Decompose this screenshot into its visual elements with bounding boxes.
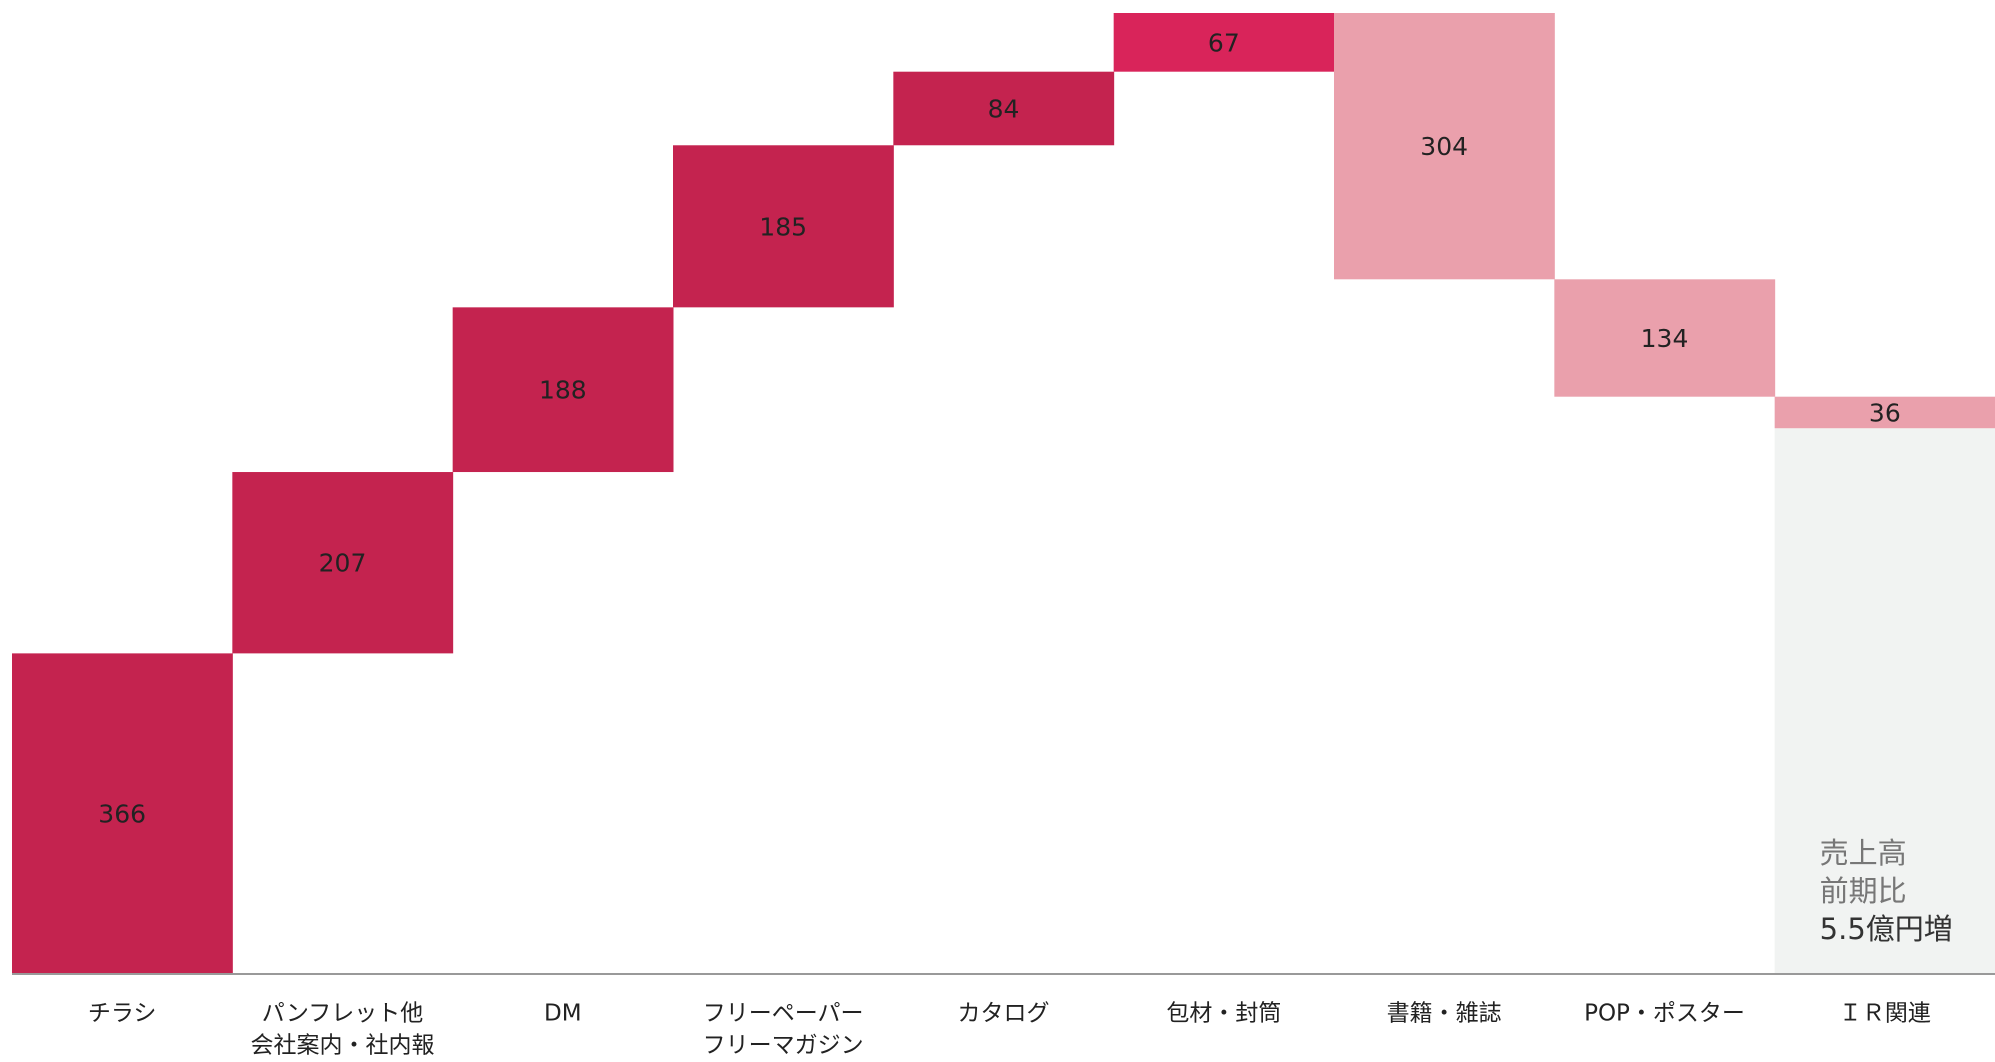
- value-label: 84: [988, 94, 1020, 123]
- bar: [1334, 13, 1555, 280]
- value-label: 134: [1641, 324, 1689, 353]
- bar: [452, 307, 674, 473]
- value-label: 304: [1420, 132, 1468, 161]
- bar: [1554, 279, 1776, 397]
- x-tick-label: チラシ: [88, 1001, 157, 1027]
- annotation: 売上高: [1820, 836, 1907, 870]
- value-label: 188: [539, 376, 587, 405]
- bar: [1774, 396, 1995, 429]
- bar: [673, 145, 894, 308]
- x-tick-label: POP・ポスター: [1584, 1001, 1745, 1027]
- annotation: 前期比: [1820, 874, 1907, 908]
- x-tick-label: 会社案内・社内報: [251, 1033, 435, 1059]
- annotation: 5.5億円増: [1820, 912, 1953, 946]
- bar: [893, 71, 1115, 146]
- x-tick-label: カタログ: [958, 1001, 1050, 1027]
- x-tick-label: DM: [544, 1001, 582, 1027]
- x-tick-label: フリーペーパー: [703, 1001, 864, 1027]
- x-tick-label: 書籍・雑誌: [1387, 1001, 1502, 1027]
- bar: [12, 653, 233, 974]
- x-tick-label: パンフレット他: [262, 1001, 423, 1027]
- annotation-box: [1774, 428, 1995, 974]
- x-tick-label: 包材・封筒: [1166, 1001, 1281, 1027]
- bar: [232, 472, 454, 654]
- x-tick-label: フリーマガジン: [703, 1033, 864, 1059]
- value-label: 36: [1869, 398, 1901, 427]
- value-label: 207: [319, 549, 367, 578]
- bar: [1113, 13, 1335, 72]
- value-label: 67: [1208, 28, 1240, 57]
- value-label: 366: [98, 800, 146, 829]
- x-tick-label: ＩＲ関連: [1839, 1001, 1931, 1027]
- value-label: 185: [759, 212, 807, 241]
